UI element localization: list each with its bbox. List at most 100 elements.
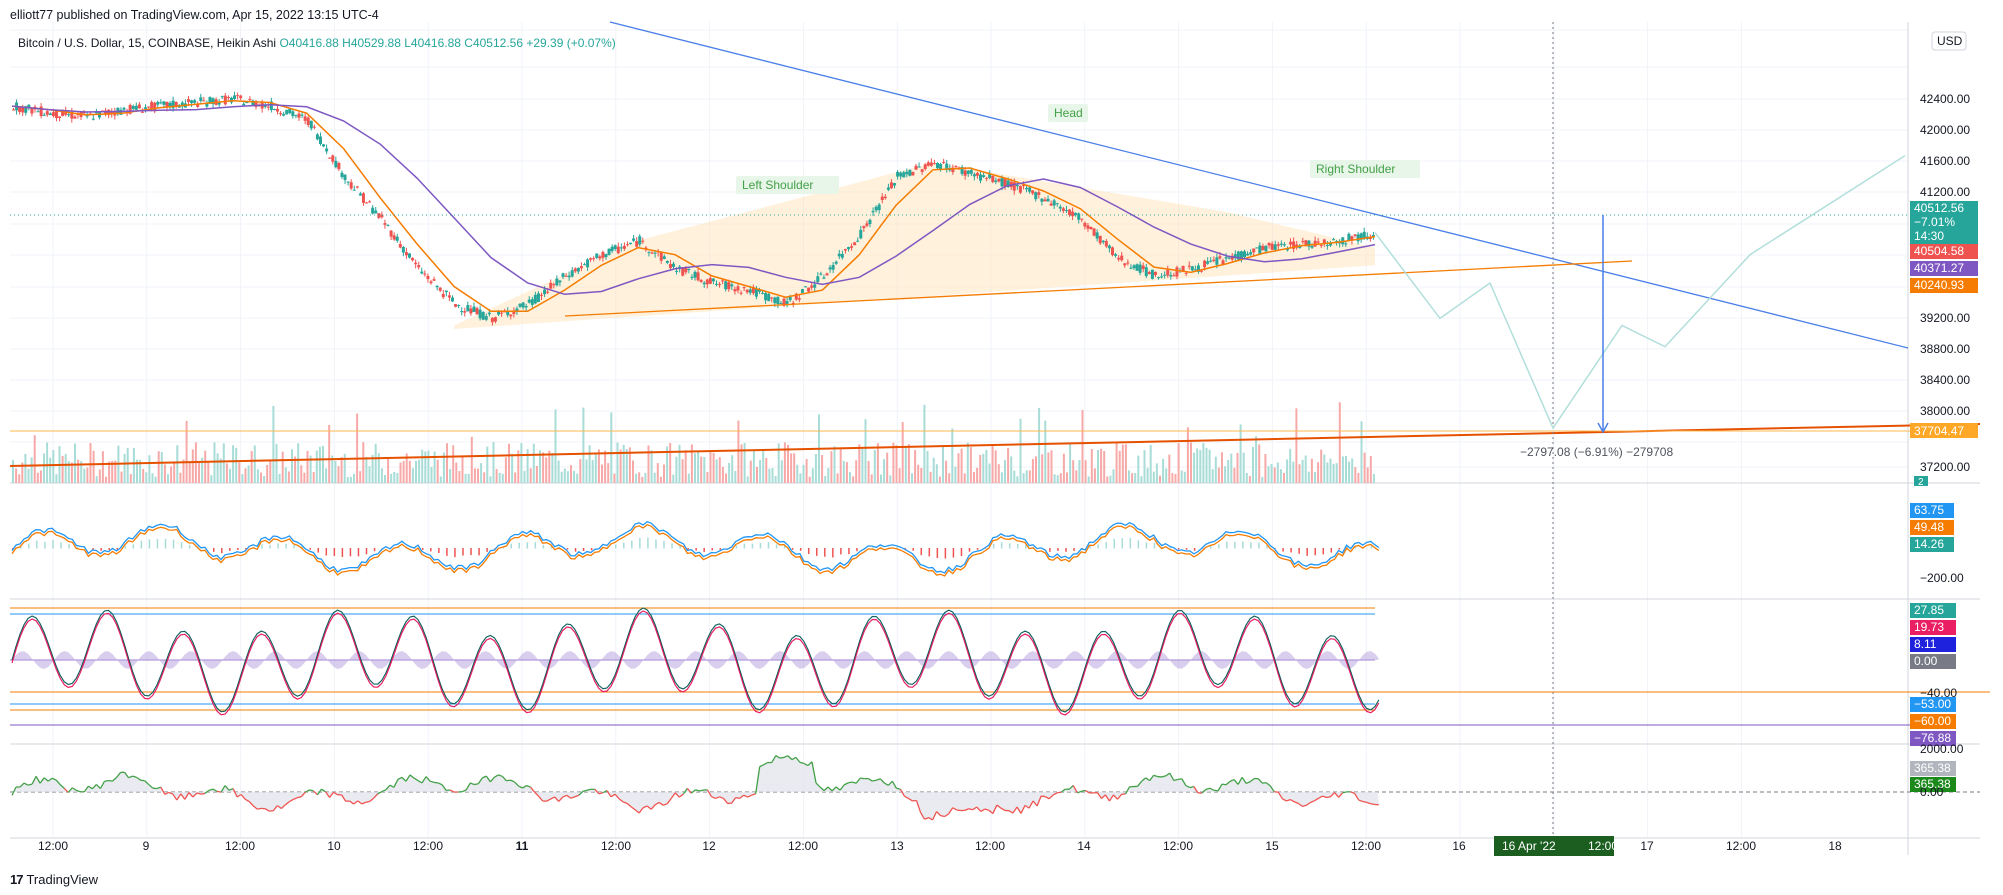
bottom-osc-segment [280,804,286,809]
candle-body [355,186,359,188]
candle-body [1163,274,1167,276]
candle-body [1160,276,1164,278]
price-label-bg [1910,229,1978,244]
bottom-osc-segment [1096,792,1102,799]
y-tick-label: 39200.00 [1920,311,1970,325]
macd-hist-bar [1250,542,1252,549]
candle-body [693,271,697,278]
bottom-osc-segment [984,808,990,811]
candle-body [1200,270,1204,272]
volume-bar [1022,473,1025,483]
macd-hist-bar [791,548,794,550]
candle-body [122,107,126,110]
volume-bar [1354,467,1357,483]
macd-hist-bar [687,548,689,550]
candle-body [521,302,525,308]
macd-hist-bar [397,546,400,549]
candle-body [751,287,755,294]
candle-body [1353,234,1357,236]
bottom-osc-segment [715,796,720,800]
volume-bar [895,445,898,483]
volume-bar [697,450,700,483]
candle-body [223,95,227,105]
candle-body [1289,241,1293,245]
bottom-osc-segment [1116,793,1123,800]
bottom-osc-area [12,755,1379,820]
volume-bar [1000,472,1003,483]
volume-bar [917,464,920,483]
candle-body [1077,213,1081,220]
candle-body [982,175,986,178]
bottom-osc-segment [421,776,427,784]
volume-bar [18,474,21,483]
volume-bar [439,476,442,483]
bottom-osc-segment [823,786,829,792]
bottom-osc-segment [606,790,612,798]
volume-bar [796,464,799,483]
x-tick-label: 18 [1828,839,1842,853]
candle-body [478,309,482,319]
price-label-bg [1910,244,1978,259]
volume-bar [1357,472,1360,483]
candle-body [457,305,461,307]
bottom-osc-segment [1314,797,1319,802]
osc-label-bg [1910,697,1956,712]
bottom-osc-segment [393,778,399,788]
volume-bar [1016,476,1019,483]
volume-bar [1180,470,1183,483]
candle-body [613,245,617,250]
volume-bar [1261,476,1264,483]
price-label-text: 40512.56 [1914,201,1964,215]
candle-body [659,252,663,261]
volume-bar [52,449,55,483]
volume-bar [12,459,14,483]
volume-bar [672,474,675,483]
volume-bar [266,464,269,483]
volume-bar [349,476,352,483]
bottom-osc-segment [309,789,314,792]
bottom-osc-segment [743,794,748,798]
bottom-osc-segment [204,789,210,794]
volume-bar [83,468,86,483]
candle-body [61,109,65,117]
candle-body [856,240,860,242]
bottom-osc-segment [1008,810,1014,814]
bottom-osc-segment [276,805,282,810]
volume-bar [539,450,541,483]
volume-bar [1162,458,1165,483]
candle-body [368,201,372,203]
bottom-label-bg [1910,777,1956,792]
macd-hist-bar [856,548,858,552]
macd-hist-bar [221,548,223,554]
candle-body [490,317,494,323]
candle-body [300,114,304,116]
candle-body [1319,244,1323,246]
volume-bar [988,463,991,483]
bottom-osc-segment [1068,785,1074,790]
macd-hist-bar [928,548,931,557]
candle-body [1107,245,1111,249]
footer-brand[interactable]: 17 TradingView [10,872,98,887]
bottom-osc-segment [1024,804,1030,809]
candle-body [736,286,740,291]
volume-bar [889,475,892,483]
volume-bar [588,445,591,483]
candle-body [82,112,86,114]
bottom-osc-segment [1100,794,1106,800]
candle-body [147,106,151,108]
volume-bar [570,465,572,483]
volume-bar [721,466,724,483]
candle-body [530,299,534,305]
bottom-osc-segment [224,785,230,791]
candle-body [1187,265,1191,267]
bottom-osc-segment [88,785,93,790]
volume-bar [1186,427,1189,483]
bottom-osc-segment [931,811,938,821]
candle-body [926,162,930,166]
price-label-text: 14:30 [1914,229,1944,243]
volume-bar [935,464,938,483]
volume-bar [235,447,238,483]
candle-body [699,279,703,282]
candle-body [285,109,289,115]
